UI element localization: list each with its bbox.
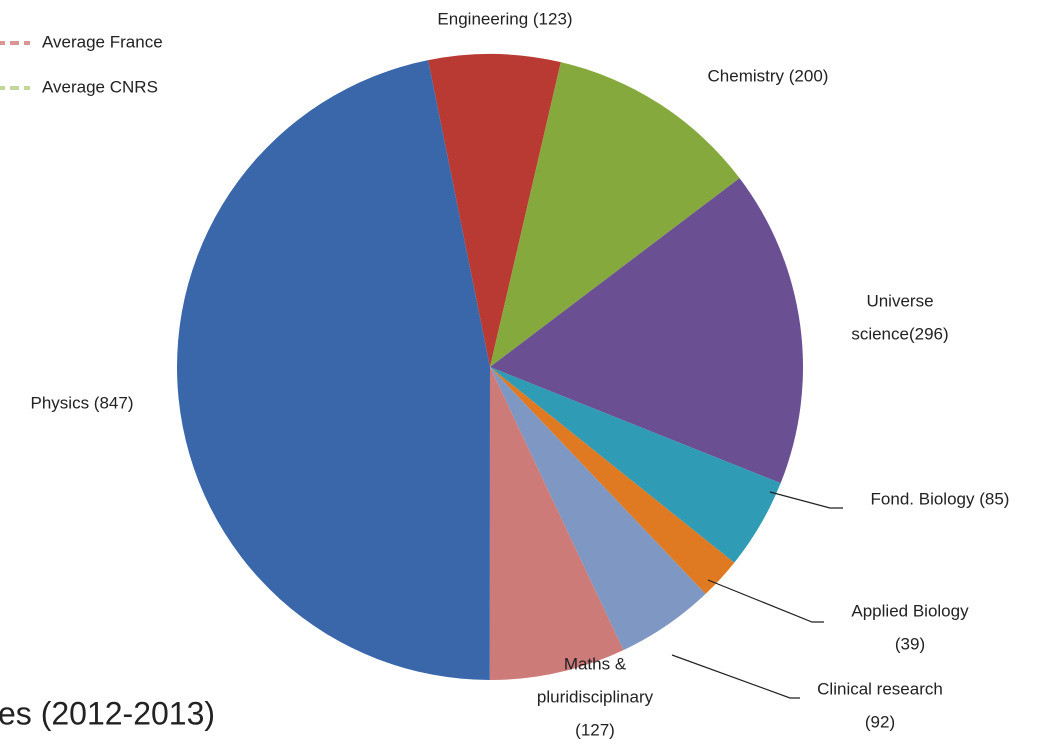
data-label: Physics (847) [31, 393, 134, 412]
leader-line [707, 579, 824, 623]
data-label: (127) [575, 720, 615, 739]
data-label: Universe [866, 291, 933, 310]
data-label: (92) [865, 712, 895, 731]
legend: Average France Average CNRS [0, 32, 163, 96]
data-label: Engineering (123) [437, 9, 572, 28]
data-label: Fond. Biology (85) [871, 489, 1010, 508]
leader-line [671, 654, 800, 699]
pie-slice [489, 367, 624, 680]
pie-slice [490, 367, 735, 594]
data-label: pluridisciplinary [537, 687, 654, 706]
legend-label: Average France [42, 32, 163, 51]
legend-label: Average CNRS [42, 77, 158, 96]
labels: Engineering (123) Chemistry (200) Universe… [31, 9, 1010, 739]
pie [176, 54, 803, 680]
pie-slice [176, 60, 491, 680]
leader-line [769, 491, 843, 509]
pie-slice [490, 178, 803, 484]
pie-slice [428, 54, 561, 368]
data-label: Applied Biology [851, 601, 969, 620]
chart-title: es (2012-2013) [0, 695, 215, 731]
pie-slice [490, 367, 781, 563]
data-label: Clinical research [817, 679, 943, 698]
data-label: (39) [895, 634, 925, 653]
pie-slice [490, 62, 740, 367]
data-label: science(296) [851, 324, 948, 343]
data-label: Chemistry (200) [708, 66, 829, 85]
pie-slice [490, 367, 706, 651]
data-label: Maths & [564, 654, 627, 673]
